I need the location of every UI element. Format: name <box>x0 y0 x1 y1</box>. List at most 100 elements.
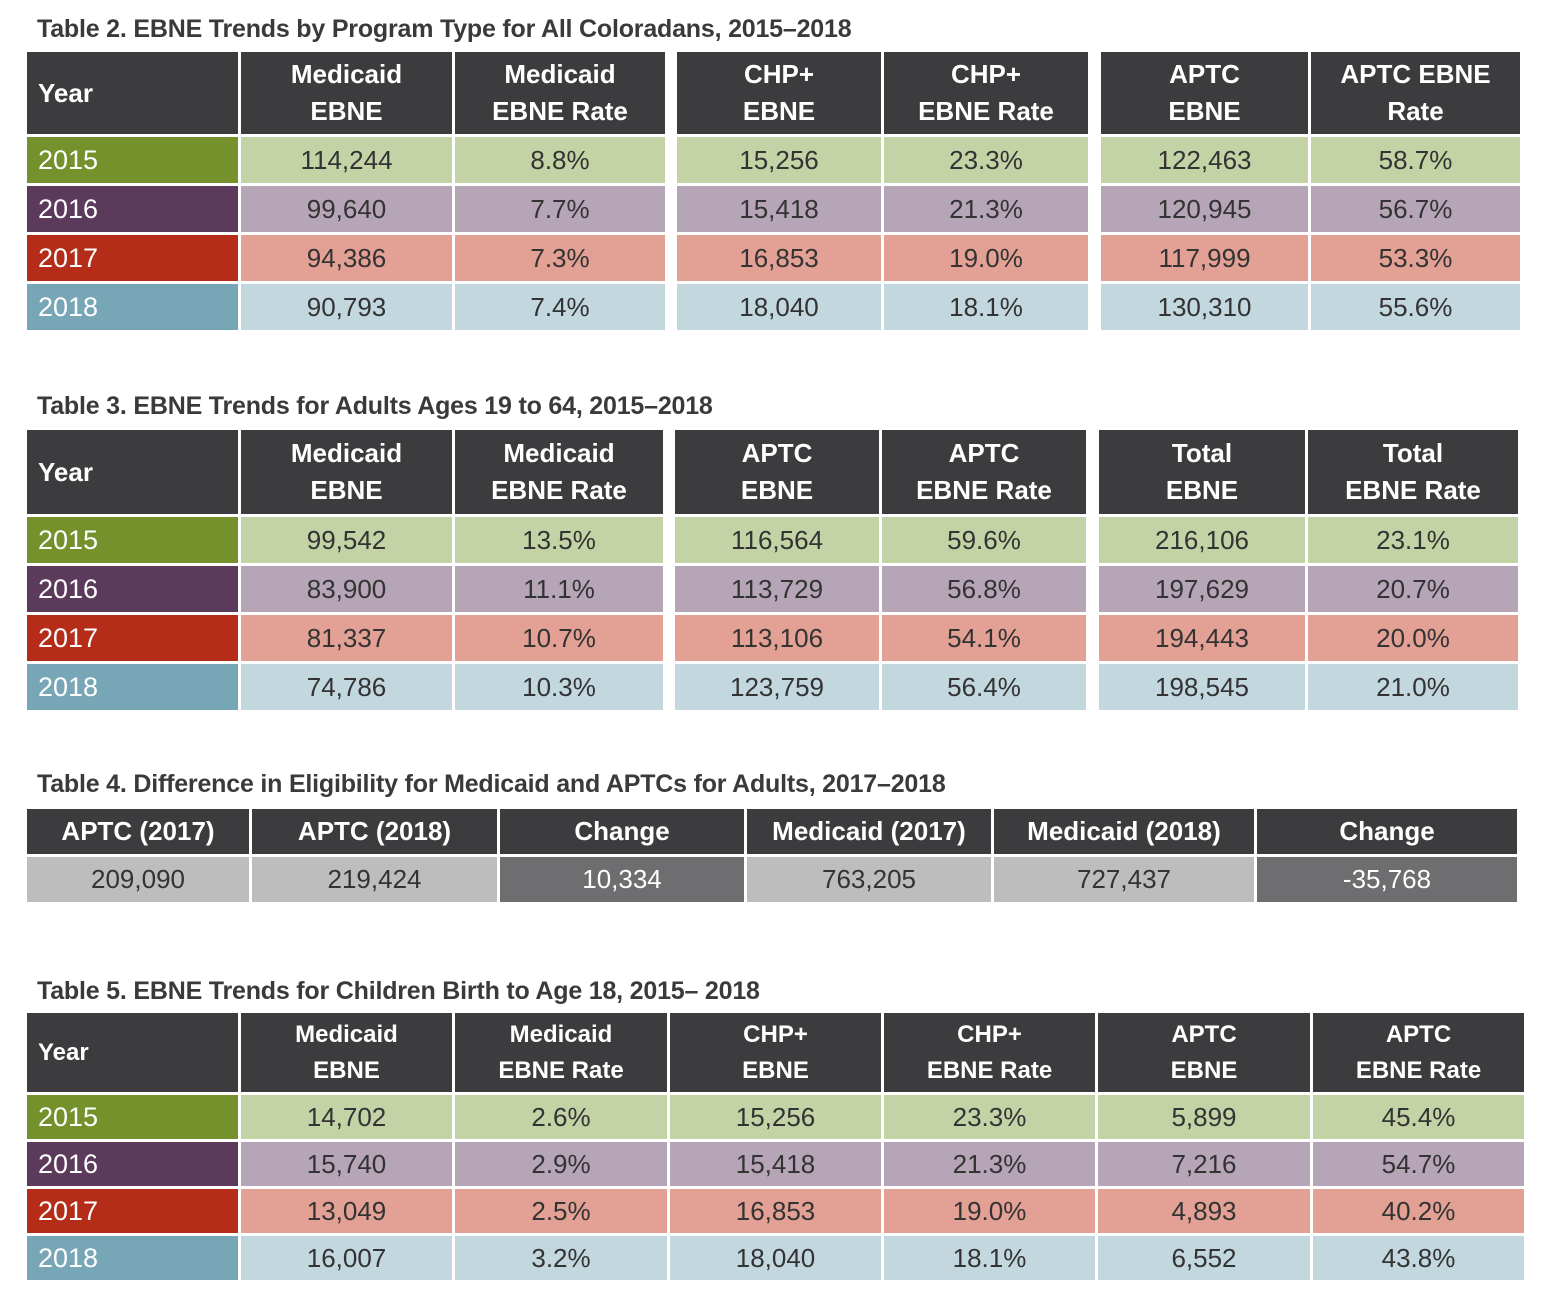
header-label: Medicaid (2017) <box>772 816 966 846</box>
value-text: 18,040 <box>735 1242 816 1273</box>
change-cell: -35,768 <box>1257 857 1517 902</box>
year-cell: 2016 <box>27 186 238 232</box>
value-cell: 56.8% <box>882 566 1086 612</box>
year-label: 2017 <box>38 622 99 653</box>
value-text: 15,418 <box>735 1148 816 1179</box>
value-cell: 130,310 <box>1101 284 1308 330</box>
value-text: 7.7% <box>530 193 590 224</box>
header-line: APTC <box>1169 59 1240 89</box>
value-cell: 21.0% <box>1308 664 1518 710</box>
value-cell: 21.3% <box>884 1142 1095 1186</box>
value-text: 58.7% <box>1378 144 1453 175</box>
value-cell: 83,900 <box>241 566 452 612</box>
value-text: 90,793 <box>306 291 387 322</box>
value-cell: 56.4% <box>882 664 1086 710</box>
value-text: 763,205 <box>822 864 916 894</box>
header-line: Medicaid <box>509 1020 613 1048</box>
value-text: 18,040 <box>739 291 819 322</box>
header-label: CHP+ EBNE Rate <box>927 1017 1052 1089</box>
table2-header-4: CHP+ EBNE Rate <box>884 52 1088 134</box>
value-text: 83,900 <box>306 573 387 604</box>
value-text: 81,337 <box>306 622 387 653</box>
header-line: CHP+ <box>957 1020 1022 1048</box>
value-cell: 16,007 <box>241 1236 452 1280</box>
header-line: CHP+ <box>743 59 815 89</box>
value-text: 21.3% <box>949 193 1023 224</box>
table3-header-5: Total EBNE <box>1099 430 1305 514</box>
table3-header-1: Medicaid EBNE <box>241 430 452 514</box>
value-cell: 54.7% <box>1313 1142 1524 1186</box>
header-label: Year <box>38 454 93 491</box>
header-label: Medicaid EBNE <box>295 1017 398 1089</box>
value-cell: 99,542 <box>241 517 452 563</box>
value-cell: 99,640 <box>241 186 452 232</box>
value-text: 18.1% <box>952 1242 1027 1273</box>
value-cell: 113,106 <box>675 615 879 661</box>
value-cell: 45.4% <box>1313 1095 1524 1139</box>
value-text: 53.3% <box>1378 242 1453 273</box>
header-label: APTC EBNE Rate <box>1356 1017 1481 1089</box>
header-label: CHP+ EBNE Rate <box>918 56 1054 130</box>
table2-header-2: Medicaid EBNE Rate <box>455 52 665 134</box>
value-text: 15,418 <box>739 193 819 224</box>
value-text: 15,256 <box>735 1101 816 1132</box>
value-text: 56.7% <box>1378 193 1453 224</box>
header-line: Year <box>38 77 93 108</box>
value-cell: 53.3% <box>1311 235 1520 281</box>
value-cell: 3.2% <box>455 1236 667 1280</box>
header-label: Change <box>574 816 670 846</box>
header-line: CHP+ <box>950 59 1022 89</box>
value-cell: 18.1% <box>884 284 1088 330</box>
value-cell: 7,216 <box>1098 1142 1310 1186</box>
value-cell: 14,702 <box>241 1095 452 1139</box>
value-cell: 2.9% <box>455 1142 667 1186</box>
value-cell: 43.8% <box>1313 1236 1524 1280</box>
table2-header-0: Year <box>27 52 238 134</box>
value-cell: 16,853 <box>677 235 881 281</box>
value-text: 15,740 <box>306 1148 387 1179</box>
value-text: 16,007 <box>306 1242 387 1273</box>
value-text: 6,552 <box>1171 1242 1237 1273</box>
table5-header-2: Medicaid EBNE Rate <box>455 1013 667 1092</box>
value-text: 3.2% <box>531 1242 591 1273</box>
value-cell: 194,443 <box>1099 615 1305 661</box>
header-label: APTC EBNE <box>741 435 813 509</box>
value-cell: 54.1% <box>882 615 1086 661</box>
value-cell: 117,999 <box>1101 235 1308 281</box>
value-text: 23.3% <box>949 144 1023 175</box>
header-label: APTC (2017) <box>61 816 215 846</box>
value-text: 4,893 <box>1171 1195 1237 1226</box>
value-text: 7.4% <box>530 291 590 322</box>
year-cell: 2017 <box>27 235 238 281</box>
value-cell: 21.3% <box>884 186 1088 232</box>
value-text: 54.1% <box>947 622 1021 653</box>
table-4-header-0: APTC (2017) <box>27 809 249 854</box>
value-text: 5,899 <box>1171 1101 1237 1132</box>
year-cell: 2017 <box>27 1189 238 1233</box>
value-text: -35,768 <box>1342 864 1432 894</box>
year-cell: 2017 <box>27 615 238 661</box>
value-cell: 23.3% <box>884 1095 1095 1139</box>
value-text: 2.9% <box>531 1148 591 1179</box>
value-text: 21.0% <box>1376 671 1450 702</box>
year-label: 2018 <box>38 671 99 702</box>
header-line: EBNE <box>740 475 814 505</box>
value-cell: 727,437 <box>994 857 1254 902</box>
header-line: EBNE Rate <box>1355 1056 1482 1084</box>
value-cell: 6,552 <box>1098 1236 1310 1280</box>
value-cell: 219,424 <box>252 857 497 902</box>
header-line: EBNE <box>1170 1056 1238 1084</box>
table3-header-2: Medicaid EBNE Rate <box>455 430 663 514</box>
header-line: Rate <box>1387 96 1444 126</box>
year-cell: 2015 <box>27 1095 238 1139</box>
value-text: 19.0% <box>949 242 1023 273</box>
value-text: 20.7% <box>1376 573 1450 604</box>
header-line: Medicaid <box>504 59 616 89</box>
header-line: EBNE <box>313 1056 380 1084</box>
header-line: EBNE Rate <box>926 1056 1053 1084</box>
value-text: 45.4% <box>1381 1101 1456 1132</box>
value-cell: 56.7% <box>1311 186 1520 232</box>
header-line: Year <box>38 1038 89 1066</box>
table-4-header-4: Medicaid (2018) <box>994 809 1254 854</box>
table-4-header-3: Medicaid (2017) <box>747 809 991 854</box>
